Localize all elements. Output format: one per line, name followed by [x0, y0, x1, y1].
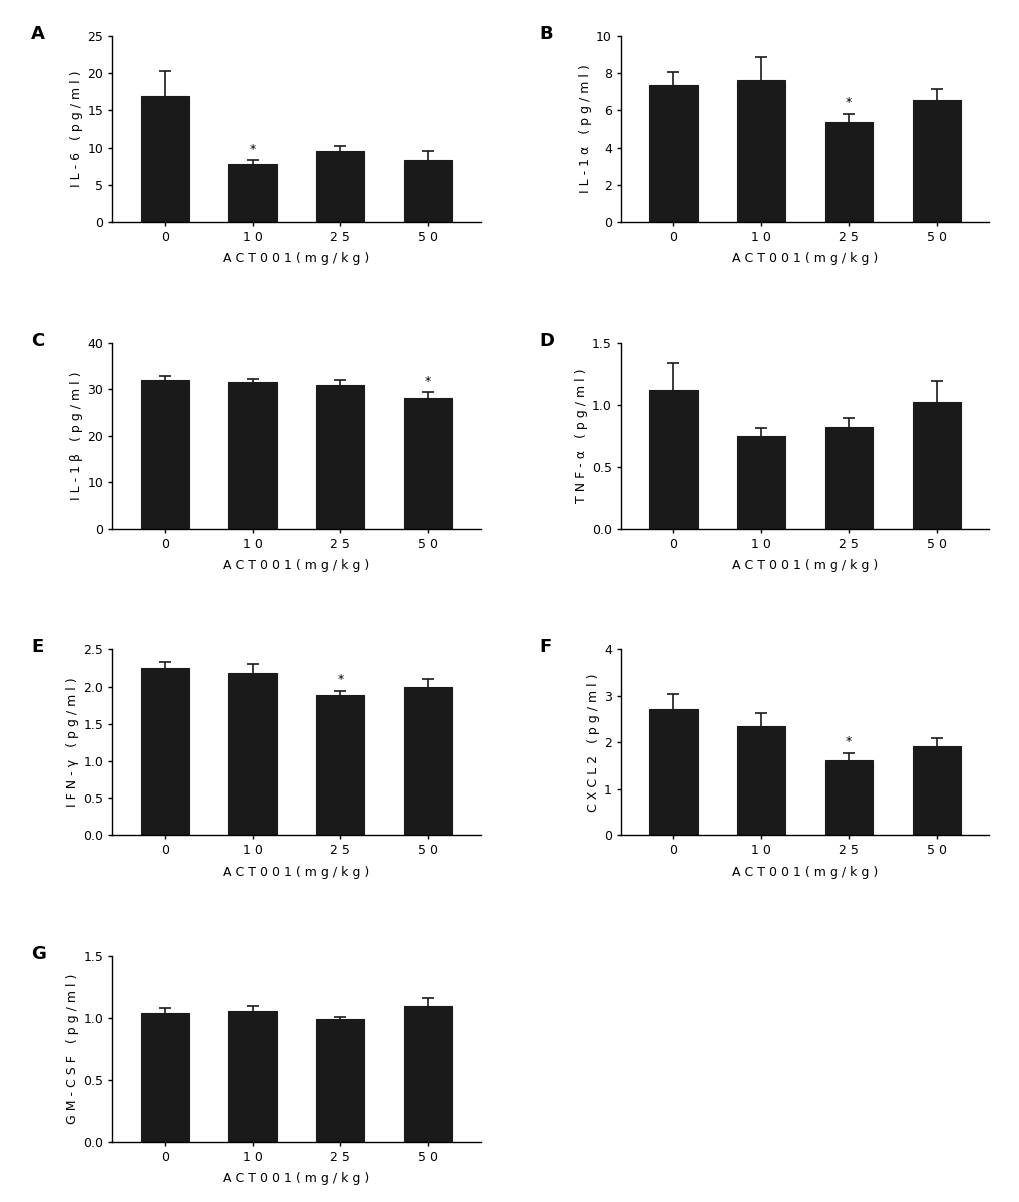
- Y-axis label: I L - 1 α   ( p g / m l ): I L - 1 α ( p g / m l ): [578, 65, 591, 194]
- Bar: [404, 686, 451, 835]
- X-axis label: A C T 0 0 1 ( m g / k g ): A C T 0 0 1 ( m g / k g ): [223, 865, 369, 879]
- Bar: [824, 760, 872, 835]
- Bar: [316, 1019, 364, 1142]
- Bar: [737, 726, 785, 835]
- Text: *: *: [425, 375, 431, 388]
- Text: *: *: [337, 673, 343, 686]
- Text: F: F: [539, 638, 551, 656]
- Bar: [228, 163, 276, 222]
- Bar: [649, 389, 697, 529]
- Text: E: E: [32, 638, 44, 656]
- Bar: [404, 399, 451, 529]
- Y-axis label: I L - 6   ( p g / m l ): I L - 6 ( p g / m l ): [70, 71, 84, 188]
- Bar: [228, 1011, 276, 1142]
- Text: D: D: [539, 332, 554, 350]
- Bar: [141, 380, 189, 529]
- Text: *: *: [250, 143, 256, 155]
- X-axis label: A C T 0 0 1 ( m g / k g ): A C T 0 0 1 ( m g / k g ): [223, 252, 369, 266]
- X-axis label: A C T 0 0 1 ( m g / k g ): A C T 0 0 1 ( m g / k g ): [732, 252, 877, 266]
- Y-axis label: C X C L 2   ( p g / m l ): C X C L 2 ( p g / m l ): [586, 673, 599, 811]
- Y-axis label: I F N - γ   ( p g / m l ): I F N - γ ( p g / m l ): [66, 678, 78, 807]
- Bar: [649, 709, 697, 835]
- Bar: [649, 85, 697, 222]
- Bar: [141, 1013, 189, 1142]
- Bar: [912, 100, 960, 222]
- Bar: [141, 95, 189, 222]
- Bar: [912, 403, 960, 529]
- Bar: [316, 385, 364, 529]
- Bar: [228, 673, 276, 835]
- Bar: [824, 427, 872, 529]
- Bar: [404, 1006, 451, 1142]
- Text: B: B: [539, 25, 553, 43]
- Text: A: A: [32, 25, 45, 43]
- Y-axis label: I L - 1 β   ( p g / m l ): I L - 1 β ( p g / m l ): [70, 371, 84, 500]
- Text: *: *: [845, 96, 851, 109]
- Bar: [141, 668, 189, 835]
- Text: G: G: [32, 945, 46, 963]
- Text: C: C: [32, 332, 44, 350]
- Bar: [912, 746, 960, 835]
- X-axis label: A C T 0 0 1 ( m g / k g ): A C T 0 0 1 ( m g / k g ): [732, 559, 877, 572]
- Bar: [316, 151, 364, 222]
- Bar: [228, 382, 276, 529]
- Bar: [316, 696, 364, 835]
- X-axis label: A C T 0 0 1 ( m g / k g ): A C T 0 0 1 ( m g / k g ): [223, 559, 369, 572]
- Bar: [737, 79, 785, 222]
- Bar: [824, 121, 872, 222]
- Text: *: *: [845, 736, 851, 749]
- Bar: [737, 435, 785, 529]
- X-axis label: A C T 0 0 1 ( m g / k g ): A C T 0 0 1 ( m g / k g ): [223, 1172, 369, 1185]
- Bar: [404, 160, 451, 222]
- Y-axis label: T N F - α   ( p g / m l ): T N F - α ( p g / m l ): [574, 368, 587, 502]
- Y-axis label: G M - C S F   ( p g / m l ): G M - C S F ( p g / m l ): [66, 974, 78, 1124]
- X-axis label: A C T 0 0 1 ( m g / k g ): A C T 0 0 1 ( m g / k g ): [732, 865, 877, 879]
